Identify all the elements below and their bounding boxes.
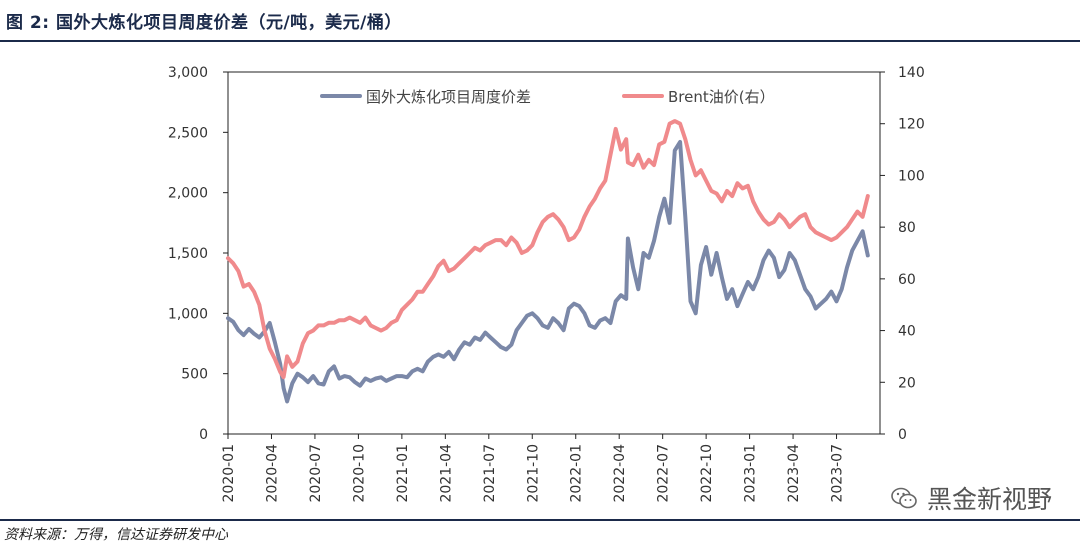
left-tick-label: 3,000 (168, 65, 208, 81)
x-tick-label: 2021-07 (482, 444, 498, 503)
left-tick-label: 500 (181, 367, 208, 383)
legend-item-spread-label: 国外大炼化项目周度价差 (366, 88, 531, 106)
right-axis: 0 20 40 60 80 100 120 140 (880, 65, 925, 443)
bottom-rule (0, 519, 1080, 521)
x-tick-label: 2021-01 (395, 444, 411, 503)
x-tick-label: 2023-01 (743, 444, 759, 503)
right-tick-label: 120 (898, 117, 925, 133)
left-tick-label: 2,000 (168, 186, 208, 202)
right-tick-label: 140 (898, 65, 925, 81)
top-rule (0, 40, 1080, 42)
wechat-icon (891, 487, 917, 509)
left-tick-label: 1,000 (168, 306, 208, 322)
watermark: 黑金新视野 (889, 480, 1052, 516)
source-note: 资料来源：万得，信达证券研发中心 (4, 527, 228, 543)
x-tick-label: 2022-07 (656, 444, 672, 503)
series-layer (226, 119, 870, 404)
right-tick-label: 80 (898, 220, 916, 236)
right-tick-label: 100 (898, 168, 925, 184)
watermark-text: 黑金新视野 (926, 485, 1052, 514)
x-tick-label: 2020-04 (264, 444, 280, 503)
x-tick-label: 2023-04 (786, 444, 802, 503)
legend: 国外大炼化项目周度价差 Brent油价(右） (320, 88, 775, 106)
x-tick-label: 2023-07 (830, 444, 846, 503)
right-tick-label: 60 (898, 272, 916, 288)
right-tick-label: 0 (898, 427, 907, 443)
series-line-brent (226, 119, 870, 380)
right-tick-label: 20 (898, 375, 916, 391)
x-tick-label: 2022-01 (569, 444, 585, 503)
legend-item-brent-label: Brent油价(右） (668, 88, 775, 106)
chart: 0 500 1,000 1,500 2,000 2,500 3,000 0 20 40 60 80 1… (168, 65, 925, 503)
left-tick-label: 0 (199, 427, 208, 443)
left-tick-label: 2,500 (168, 125, 208, 141)
x-tick-label: 2022-10 (699, 444, 715, 503)
figure-title: 图 2: 国外大炼化项目周度价差（元/吨，美元/桶） (6, 13, 402, 33)
left-axis: 0 500 1,000 1,500 2,000 2,500 3,000 (168, 65, 228, 443)
x-tick-label: 2020-07 (308, 444, 324, 503)
x-tick-label: 2020-01 (221, 444, 237, 503)
x-tick-label: 2020-10 (351, 444, 367, 503)
x-tick-label: 2021-10 (525, 444, 541, 503)
left-tick-label: 1,500 (168, 246, 208, 262)
series-line-spread (226, 140, 870, 404)
right-tick-label: 40 (898, 324, 916, 340)
x-tick-label: 2021-04 (438, 444, 454, 503)
x-tick-label: 2022-04 (612, 444, 628, 503)
x-axis: 2020-01 2020-04 2020-07 2020-10 2021-01 2021-… (221, 434, 846, 503)
